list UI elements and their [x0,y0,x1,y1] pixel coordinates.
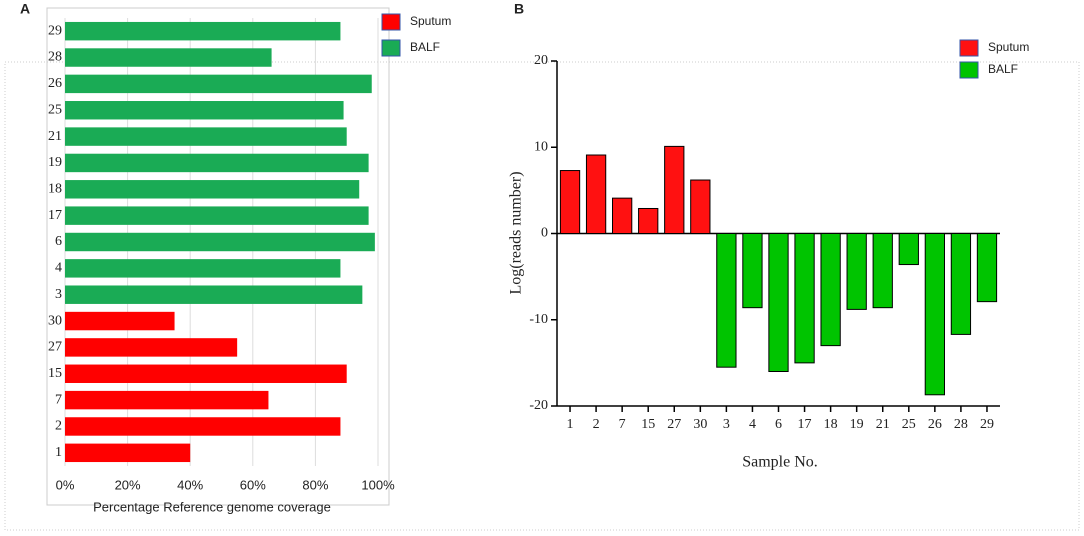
x-tick-label: 18 [824,417,838,432]
x-tick-label: 20% [115,477,141,492]
y-tick-label: 0 [541,226,548,241]
y-tick-label: 10 [534,139,548,154]
y-tick-label: 18 [48,182,62,197]
y-tick-label: 26 [48,76,62,91]
legend-swatch [959,39,979,57]
x-tick-label: 100% [361,477,395,492]
bar [898,233,919,266]
x-tick-label: 15 [641,417,655,432]
legend-label: BALF [988,62,1018,76]
bar [820,233,841,347]
x-tick-label: 2 [593,417,600,432]
x-tick-label: 80% [302,477,328,492]
x-tick-label: 21 [876,417,890,432]
panel-label: B [514,1,524,17]
x-tick-label: 3 [723,417,730,432]
y-axis-label: Log(reads number) [508,171,525,294]
y-tick-label: 4 [55,261,62,276]
x-tick-label: 1 [567,417,574,432]
y-tick-label: 1 [55,445,62,460]
bar [65,74,372,94]
x-tick-label: 7 [619,417,626,432]
y-tick-label: 2 [55,419,62,434]
bar [690,179,711,234]
figure-frame [4,61,1080,531]
bar [716,233,737,368]
bar [65,232,375,252]
bar [65,417,341,436]
y-tick-label: 17 [48,208,62,223]
bar [559,170,581,235]
y-tick-label: -20 [529,398,548,413]
bar [846,233,867,310]
y-tick-label: -10 [529,312,548,327]
bar [976,233,998,303]
bar [65,48,272,67]
bar [742,233,763,309]
bar [65,180,360,199]
x-tick-label: 28 [954,417,968,432]
y-tick-label: 7 [55,392,62,407]
y-tick-label: 15 [48,366,62,381]
legend-swatch [959,61,979,79]
legend-label: Sputum [988,40,1029,54]
y-tick-label: 6 [55,234,62,249]
y-tick-label: 19 [48,155,62,170]
bar [65,101,344,120]
legend-label: Sputum [410,14,451,28]
bar [65,285,363,304]
x-tick-label: 60% [240,477,266,492]
panel-frame [46,7,390,506]
bar [65,206,369,225]
y-tick-label: 3 [55,287,62,302]
bar [794,233,815,364]
y-tick-label: 25 [48,102,62,117]
bar [950,233,972,335]
bar [65,364,347,383]
bar [65,443,191,463]
panel-label: A [20,1,30,17]
x-tick-label: 25 [902,417,916,432]
x-tick-label: 4 [749,417,756,432]
x-tick-label: 19 [850,417,864,432]
x-tick-label: 26 [928,417,942,432]
legend-swatch [381,39,401,57]
bar [65,338,238,357]
y-tick-label: 27 [48,340,62,355]
x-axis-label: Sample No. [742,454,818,471]
y-tick-label: 28 [48,50,62,65]
x-axis-label: Percentage Reference genome coverage [93,499,331,514]
bar [65,127,347,146]
bar [585,154,607,234]
bar [65,390,269,410]
bar [872,233,893,309]
bar [768,233,789,372]
bar [612,197,633,234]
x-tick-label: 6 [775,417,782,432]
bar [65,21,341,41]
x-tick-label: 27 [667,417,681,432]
x-tick-label: 29 [980,417,994,432]
y-tick-label: 29 [48,23,62,38]
y-tick-label: 21 [48,129,62,144]
legend-swatch [381,13,401,31]
x-tick-label: 40% [177,477,203,492]
x-tick-label: 17 [798,417,812,432]
bar [65,311,175,331]
bar [638,207,659,235]
bar [65,153,369,173]
x-tick-label: 30 [693,417,707,432]
bar [924,233,945,396]
y-tick-label: 30 [48,313,62,328]
bar [664,145,685,234]
legend-label: BALF [410,40,440,54]
y-tick-label: 20 [534,53,548,68]
x-tick-label: 0% [56,477,75,492]
bar [65,259,341,278]
